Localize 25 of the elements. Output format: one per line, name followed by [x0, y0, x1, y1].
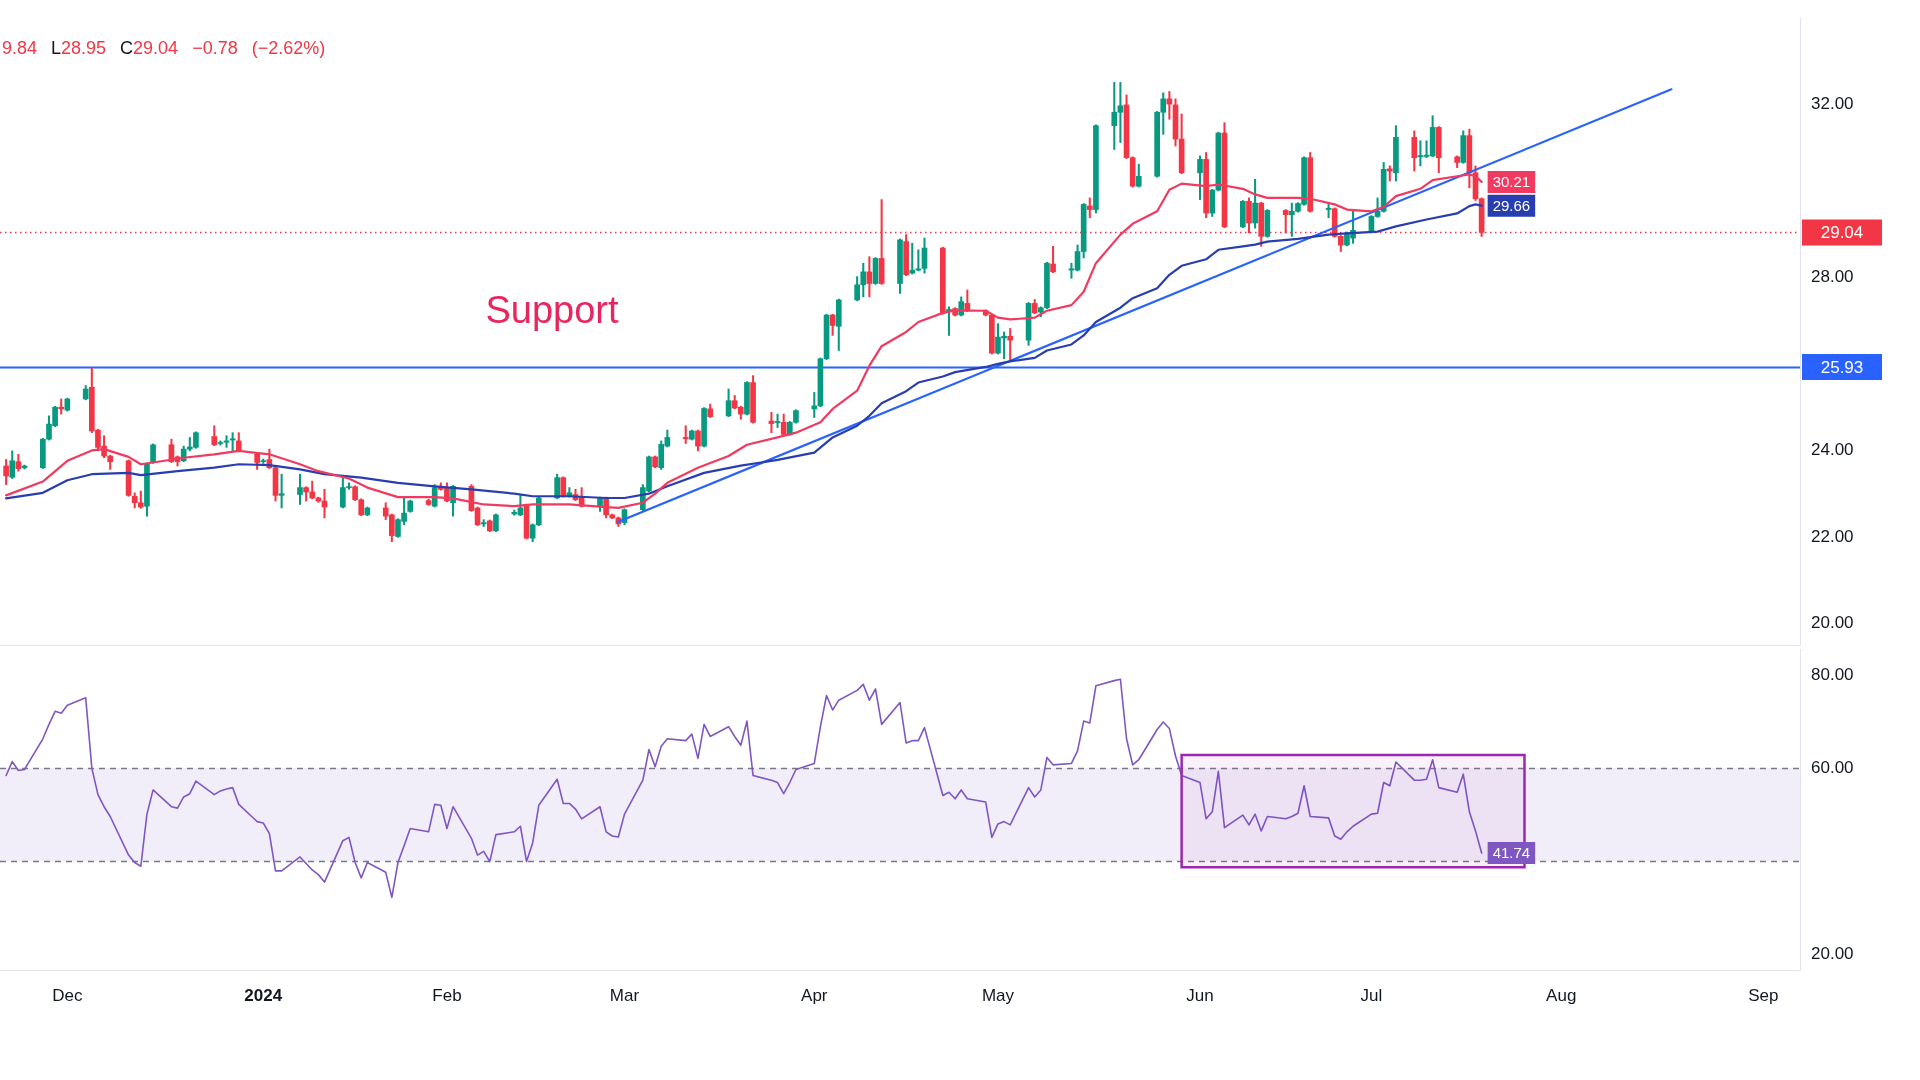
x-tick-label: Jun — [1186, 985, 1214, 1005]
x-tick-label: Apr — [801, 985, 828, 1005]
y-tick-label: 22.00 — [1811, 526, 1854, 546]
data-label: 29.66 — [1492, 196, 1531, 214]
y-tick-label: 24.00 — [1811, 440, 1854, 460]
x-tick-label: May — [981, 985, 1015, 1005]
y-tick-label: 20.00 — [1811, 613, 1854, 633]
annotation: 9.84 L28.95 C29.04 −0.78 (−2.62%) — [2, 37, 326, 58]
x-tick-label: Dec — [52, 985, 83, 1005]
y-tick-label: 80.00 — [1811, 664, 1854, 684]
x-tick-label: Feb — [432, 985, 462, 1005]
x-tick-label: Sep — [1748, 985, 1779, 1005]
ref-line-label: 25.93 — [1820, 357, 1864, 377]
x-tick-label: Jul — [1360, 985, 1383, 1005]
data-label: 41.74 — [1492, 844, 1531, 862]
y-tick-label: 20.00 — [1811, 943, 1854, 963]
y-tick-label: 60.00 — [1811, 757, 1854, 777]
ref-line-label: 29.04 — [1820, 223, 1864, 243]
y-tick-label: 28.00 — [1811, 267, 1854, 287]
x-tick-label: 2024 — [244, 985, 283, 1005]
y-tick-label: 32.00 — [1811, 94, 1854, 114]
data-label: 30.21 — [1492, 173, 1531, 191]
x-tick-label: Mar — [609, 985, 640, 1005]
x-tick-label: Aug — [1546, 985, 1577, 1005]
annotation: Support — [485, 289, 619, 332]
